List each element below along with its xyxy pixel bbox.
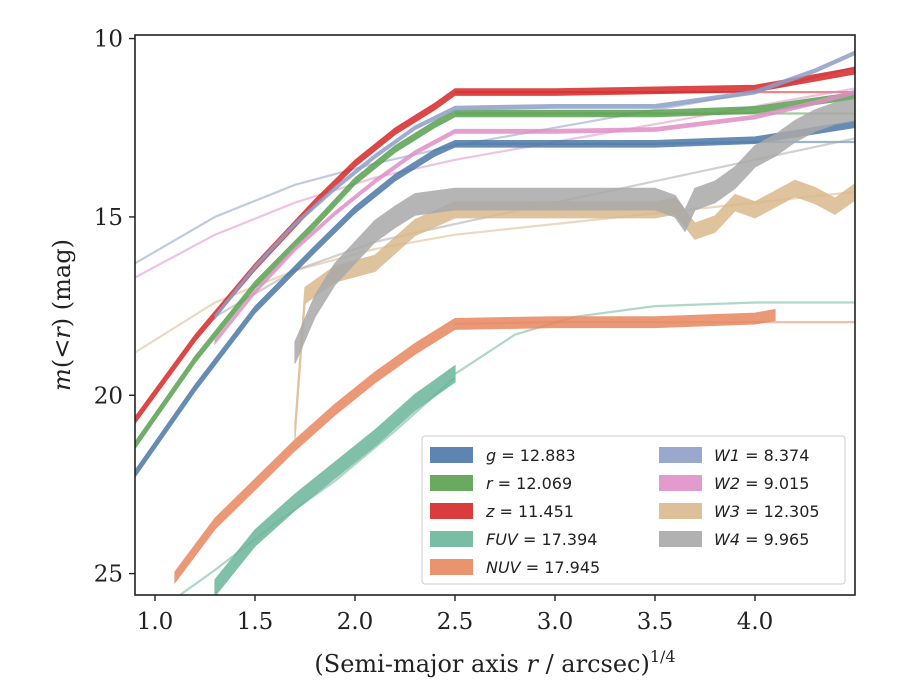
legend-box: [421, 435, 846, 585]
legend-label-w2: W2 = 9.015: [714, 474, 809, 493]
legend-label-w4: W4 = 9.965: [714, 530, 809, 549]
legend-label-nuv: NUV = 17.945: [486, 558, 600, 577]
x-tick-label: 3.0: [537, 609, 574, 635]
legend-swatch-r: [430, 475, 473, 491]
legend-label-w1: W1 = 8.374: [714, 446, 809, 465]
legend-label-z: z = 11.451: [485, 502, 574, 521]
x-tick-label: 2.0: [337, 609, 374, 635]
x-axis-label: (Semi-major axis r / arcsec)1/4: [314, 647, 675, 678]
legend-swatch-z: [430, 503, 473, 519]
legend: g = 12.883 r = 12.069 z = 11.451 FUV = 17.3…: [421, 435, 846, 585]
y-tick-label: 20: [94, 383, 123, 409]
x-tick-label: 2.5: [437, 609, 474, 635]
series-fuv-band: [214, 364, 456, 595]
legend-swatch-w1: [659, 447, 702, 463]
legend-swatch-w2: [659, 475, 702, 491]
legend-swatch-w3: [659, 503, 702, 519]
y-tick-label: 25: [94, 562, 123, 588]
legend-swatch-nuv: [430, 559, 473, 575]
series-w4-band: [294, 98, 855, 364]
legend-label-fuv: FUV = 17.394: [486, 530, 597, 549]
legend-label-w3: W3 = 12.305: [714, 502, 820, 521]
series-nuv-band: [174, 308, 776, 585]
series-g-band: [135, 120, 855, 478]
series-w1-band: [214, 50, 855, 321]
x-tick-label: 1.0: [137, 609, 174, 635]
x-tick-label: 4.0: [737, 609, 774, 635]
series-r-band: [135, 91, 855, 450]
plot-frame: [134, 34, 856, 596]
y-axis-ticks: 10 15 20 25: [94, 27, 135, 588]
series-fuv-extrapolation: [454, 301, 855, 375]
legend-swatch-w4: [659, 531, 702, 547]
legend-label-r: r = 12.069: [486, 474, 572, 493]
band-areas: [135, 50, 855, 595]
y-axis-label: m(<r) (mag): [48, 239, 76, 391]
series-w2-band: [214, 89, 855, 346]
series-z-band: [135, 66, 855, 425]
y-tick-label: 15: [94, 205, 123, 231]
legend-swatch-g: [430, 447, 473, 463]
y-tick-label: 10: [94, 27, 123, 53]
legend-swatch-fuv: [430, 531, 473, 547]
legend-label-g: g = 12.883: [486, 446, 576, 465]
x-tick-label: 3.5: [637, 609, 674, 635]
x-axis-ticks: 1.0 1.5 2.0 2.5 3.0 3.5 4.0: [137, 595, 774, 635]
x-tick-label: 1.5: [237, 609, 274, 635]
series-w3-extrapolation: [135, 190, 855, 354]
